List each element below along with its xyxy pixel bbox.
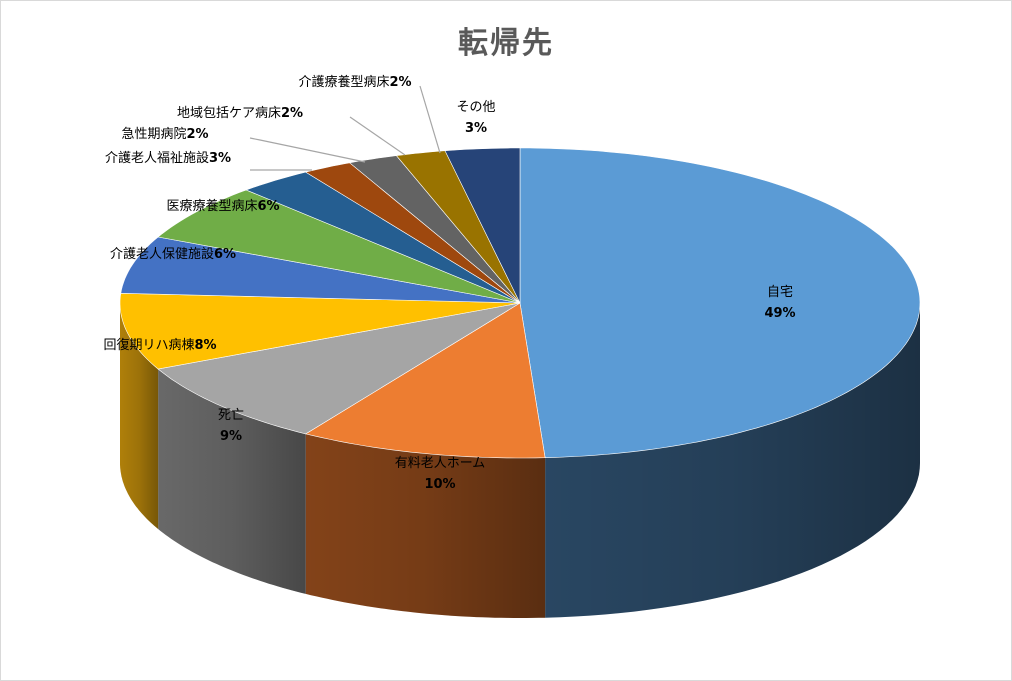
slice-label-1: 有料老人ホーム (395, 456, 486, 471)
pie-slice-10[interactable] (444, 147, 521, 304)
pie-slice-8[interactable] (349, 155, 521, 304)
pie-slice-6[interactable] (245, 171, 521, 304)
pie-slice-0[interactable] (519, 147, 921, 459)
data-labels: 自宅49%有料老人ホーム10%死亡9%回復期リハ病棟8%介護老人保健施設6%医療… (103, 74, 795, 492)
slice-label-9: 介護療養型病床2% (298, 74, 411, 90)
leader-line-7 (249, 137, 366, 163)
slice-pct-8: 2% (281, 106, 303, 121)
pie-slice-2[interactable] (157, 302, 521, 435)
leader-line-9 (419, 85, 441, 154)
slice-pct-5: 6% (257, 199, 279, 214)
slice-label-7: 急性期病院2% (121, 127, 208, 142)
slice-pct-7: 2% (186, 127, 208, 142)
slice-label-6: 介護老人福祉施設3% (105, 150, 231, 166)
pie-slice-9[interactable] (395, 150, 521, 304)
pie-slice-7[interactable] (304, 162, 521, 304)
slice-pct-10: 3% (465, 121, 487, 136)
slice-label-3: 回復期リハ病棟8% (103, 337, 216, 353)
pie-slice-3[interactable] (119, 292, 521, 370)
pie-side-shade-0 (545, 303, 920, 618)
slice-pct-6: 3% (209, 151, 231, 166)
pie-slice-5[interactable] (157, 189, 521, 304)
slice-pct-4: 6% (214, 247, 236, 262)
slice-pct-9: 2% (389, 75, 411, 90)
slice-label-text-6: 介護老人福祉施設 (105, 150, 209, 166)
slice-label-4: 介護老人保健施設6% (110, 246, 236, 262)
slice-label-2: 死亡 (218, 408, 244, 423)
pie-side-shade-3 (120, 303, 159, 529)
slice-label-text-5: 医療療養型病床 (166, 198, 257, 214)
leader-line-8 (349, 116, 406, 156)
slice-label-0: 自宅 (767, 285, 793, 300)
slice-label-text-8: 地域包括ケア病床 (177, 106, 281, 121)
slice-pct-2: 9% (220, 429, 242, 444)
slice-pct-3: 8% (194, 338, 216, 353)
slice-label-5: 医療療養型病床6% (166, 198, 279, 214)
pie-slice-1[interactable] (304, 302, 546, 459)
slice-pct-1: 10% (424, 477, 455, 492)
slice-label-text-3: 回復期リハ病棟 (103, 337, 194, 353)
slice-label-8: 地域包括ケア病床2% (177, 106, 303, 121)
pie-sides (120, 303, 920, 618)
pie-tops (119, 147, 921, 459)
slice-label-text-9: 介護療養型病床 (298, 74, 389, 90)
pie-slice-4[interactable] (120, 236, 521, 304)
leader-lines (249, 85, 441, 171)
slice-pct-0: 49% (764, 306, 795, 321)
pie-side-shade-1 (305, 433, 546, 618)
slice-label-text-4: 介護老人保健施設 (110, 246, 214, 262)
slice-label-10: その他 (456, 100, 495, 115)
slice-label-text-7: 急性期病院 (121, 127, 186, 142)
chart-title: 転帰先 (458, 26, 554, 61)
pie-side-shade-2 (158, 369, 306, 594)
